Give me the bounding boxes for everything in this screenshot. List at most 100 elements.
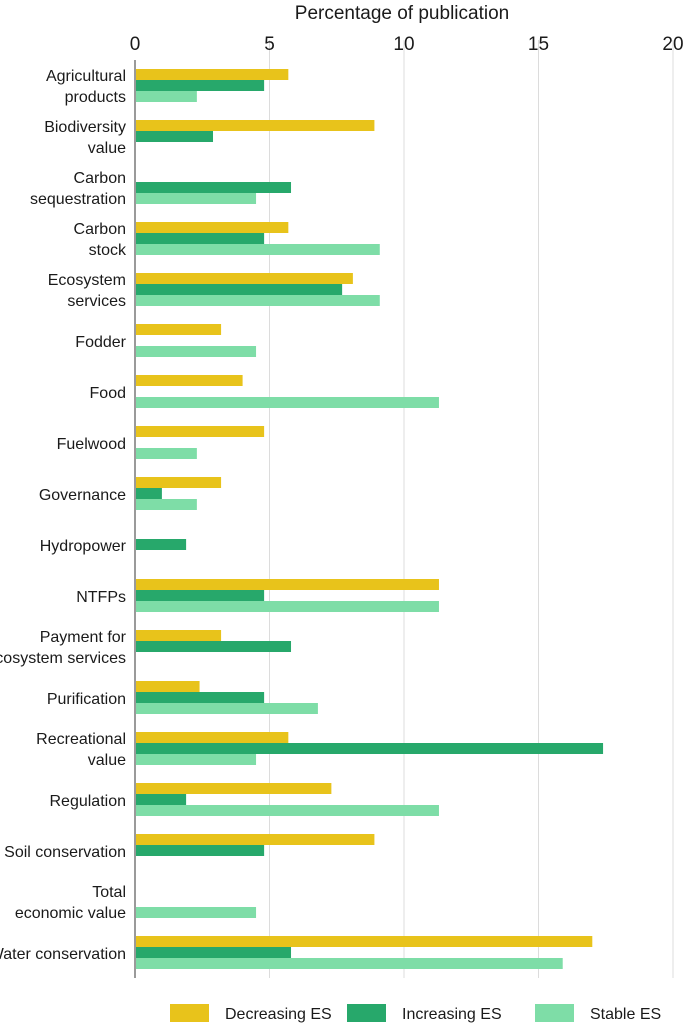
category-label-line: NTFPs <box>76 589 126 606</box>
bar-stable-es <box>135 703 318 714</box>
bar-increasing-es <box>135 539 187 550</box>
bar-increasing-es <box>135 131 214 142</box>
bar-increasing-es <box>135 947 292 958</box>
bar-stable-es <box>135 193 257 204</box>
category-label-line: Water conservation <box>0 946 126 963</box>
bar-stable-es <box>135 91 197 102</box>
bar-stable-es <box>135 754 257 765</box>
category-label-line: Fodder <box>75 334 126 351</box>
category-labels: Agricultural products Biodiversity value Car… <box>0 68 127 963</box>
bar-decreasing-es <box>135 936 593 947</box>
category-label-line: services <box>67 293 126 310</box>
category-label-line: Fuelwood <box>57 436 126 453</box>
category-label-line: Carbon <box>74 221 126 238</box>
bar-decreasing-es <box>135 426 265 437</box>
category-label-line: sequestration <box>30 191 126 208</box>
bar-decreasing-es <box>135 630 222 641</box>
category-label-line: Soil conservation <box>4 844 126 861</box>
category-label: Hydropower <box>40 538 127 555</box>
category-label: Payment for ecosystem services <box>0 629 127 667</box>
category-label-line: Recreational <box>36 731 126 748</box>
bar-decreasing-es <box>135 732 289 743</box>
bar-increasing-es <box>135 284 343 295</box>
category-label-line: Total <box>92 884 126 901</box>
legend-label: Stable ES <box>590 1006 661 1023</box>
legend-swatch <box>535 1004 574 1022</box>
category-label: Regulation <box>50 793 127 810</box>
category-label-line: Biodiversity <box>44 119 126 136</box>
legend-label: Decreasing ES <box>225 1006 332 1023</box>
bar-increasing-es <box>135 641 292 652</box>
bar-decreasing-es <box>135 834 375 845</box>
category-label-line: Food <box>90 385 126 402</box>
bar-stable-es <box>135 958 563 969</box>
legend-swatch <box>347 1004 386 1022</box>
bar-increasing-es <box>135 794 187 805</box>
x-tick-label: 20 <box>662 34 683 55</box>
category-label: Soil conservation <box>4 844 126 861</box>
bar-decreasing-es <box>135 222 289 233</box>
category-label-line: Payment for <box>40 629 127 646</box>
legend: Decreasing ES Increasing ES Stable ES <box>170 1004 661 1023</box>
category-label: Water conservation <box>0 946 126 963</box>
bar-decreasing-es <box>135 783 332 794</box>
x-tick-label: 10 <box>393 34 414 55</box>
x-axis-title: Percentage of publication <box>295 3 509 24</box>
x-tick-label: 0 <box>130 34 141 55</box>
bars <box>135 69 604 969</box>
x-tick-label: 5 <box>264 34 275 55</box>
category-label-line: economic value <box>15 905 126 922</box>
bar-decreasing-es <box>135 324 222 335</box>
category-label-line: Hydropower <box>40 538 127 555</box>
grid-lines <box>269 40 674 978</box>
bar-increasing-es <box>135 590 265 601</box>
category-label: Food <box>90 385 126 402</box>
category-label: Fodder <box>75 334 126 351</box>
category-label: Governance <box>39 487 126 504</box>
bar-decreasing-es <box>135 69 289 80</box>
category-label-line: stock <box>89 242 127 259</box>
category-label: Fuelwood <box>57 436 126 453</box>
bar-increasing-es <box>135 692 265 703</box>
category-label: Carbon stock <box>74 221 127 259</box>
category-label: NTFPs <box>76 589 126 606</box>
x-axis-ticks: 0 5 10 15 20 <box>130 34 684 55</box>
category-label: Biodiversity value <box>44 119 126 157</box>
bar-stable-es <box>135 499 197 510</box>
bar-decreasing-es <box>135 477 222 488</box>
category-label-line: Governance <box>39 487 126 504</box>
category-label-line: Ecosystem <box>48 272 126 289</box>
category-label-line: Purification <box>47 691 126 708</box>
category-label: Agricultural products <box>46 68 126 106</box>
bar-stable-es <box>135 244 380 255</box>
bar-stable-es <box>135 805 439 816</box>
category-label: Total economic value <box>15 884 126 922</box>
bar-increasing-es <box>135 80 265 91</box>
bar-stable-es <box>135 448 197 459</box>
bar-stable-es <box>135 601 439 612</box>
bar-decreasing-es <box>135 681 200 692</box>
bar-decreasing-es <box>135 273 353 284</box>
bar-increasing-es <box>135 233 265 244</box>
category-label-line: products <box>65 89 126 106</box>
category-label-line: Regulation <box>50 793 127 810</box>
bar-stable-es <box>135 907 257 918</box>
bar-decreasing-es <box>135 579 439 590</box>
category-label: Purification <box>47 691 126 708</box>
bar-increasing-es <box>135 182 292 193</box>
bar-decreasing-es <box>135 120 375 131</box>
category-label-line: value <box>88 752 126 769</box>
bar-increasing-es <box>135 743 604 754</box>
bar-increasing-es <box>135 845 265 856</box>
category-label-line: Carbon <box>74 170 126 187</box>
category-label: Recreational value <box>36 731 126 769</box>
bar-stable-es <box>135 295 380 306</box>
category-label-line: ecosystem services <box>0 650 126 667</box>
category-label-line: value <box>88 140 126 157</box>
category-label: Ecosystem services <box>48 272 126 310</box>
category-label-line: Agricultural <box>46 68 126 85</box>
legend-label: Increasing ES <box>402 1006 502 1023</box>
bar-increasing-es <box>135 488 162 499</box>
legend-swatch <box>170 1004 209 1022</box>
